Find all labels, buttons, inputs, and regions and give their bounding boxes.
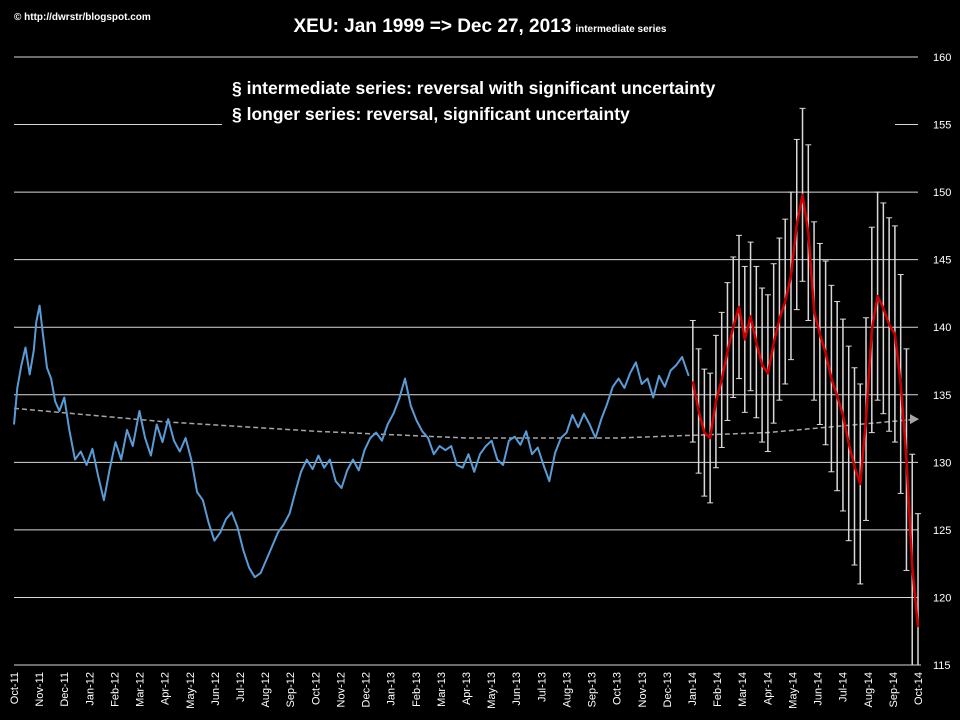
x-tick-label: Oct-14 [913, 672, 925, 705]
y-tick-label: 135 [933, 390, 951, 402]
x-tick-label: Jul-12 [235, 672, 247, 702]
chart-title: XEU: Jan 1999 => Dec 27, 2013 intermediat… [0, 16, 960, 38]
x-tick-label: Nov-12 [335, 672, 347, 707]
y-tick-label: 155 [933, 120, 951, 132]
forecast-line [691, 193, 920, 628]
x-tick-label: Jul-13 [536, 672, 548, 702]
x-tick-label: Aug-13 [561, 672, 573, 707]
x-tick-label: Jun-13 [511, 672, 523, 706]
x-tick-label: Jul-14 [838, 672, 850, 702]
x-tick-label: Feb-12 [109, 672, 121, 707]
trend-line [13, 407, 919, 439]
x-axis-tick-labels: Oct-11 Nov-11 Dec-11 Jan-12 Feb-12 Mar-12 Apr-… [9, 672, 925, 709]
x-tick-label: Jan-14 [687, 672, 699, 706]
x-tick-label: May-14 [787, 672, 799, 709]
y-tick-label: 130 [933, 457, 951, 469]
y-tick-label: 150 [933, 187, 951, 199]
chart-title-suffix: intermediate series [575, 24, 667, 35]
x-tick-label: Apr-12 [160, 672, 172, 705]
data-lines [13, 193, 920, 628]
x-tick-label: Mar-14 [737, 672, 749, 707]
x-tick-label: Apr-13 [461, 672, 473, 705]
x-tick-label: May-13 [486, 672, 498, 709]
x-tick-label: Jan-12 [84, 672, 96, 706]
y-tick-label: 125 [933, 525, 951, 537]
x-tick-label: Nov-11 [34, 672, 46, 707]
y-tick-label: 145 [933, 255, 951, 267]
x-tick-label: Jan-13 [386, 672, 398, 706]
x-tick-label: Dec-12 [361, 672, 373, 707]
chart-title-main: XEU: Jan 1999 => Dec 27, 2013 [293, 16, 572, 37]
x-tick-label: Oct-13 [612, 672, 624, 705]
x-tick-label: Dec-13 [662, 672, 674, 707]
trend-line-path [13, 407, 919, 439]
x-tick-label: Feb-14 [712, 672, 724, 707]
x-tick-label: Jun-12 [210, 672, 222, 706]
x-tick-label: Sep-14 [888, 672, 900, 707]
x-tick-label: Apr-14 [762, 672, 774, 705]
credit-text: © http://dwrstr/blogspot.com [14, 12, 151, 23]
y-tick-label: 120 [933, 592, 951, 604]
x-tick-label: Aug-12 [260, 672, 272, 707]
x-tick-label: Mar-12 [135, 672, 147, 707]
x-tick-label: Feb-13 [411, 672, 423, 707]
x-tick-label: May-12 [185, 672, 197, 709]
x-tick-label: Oct-12 [310, 672, 322, 705]
y-tick-label: 140 [933, 322, 951, 334]
x-tick-label: Jun-14 [813, 672, 825, 706]
y-tick-label: 115 [933, 660, 951, 672]
x-tick-label: Mar-13 [436, 672, 448, 707]
trend-arrowhead [910, 414, 919, 425]
history-line [13, 304, 690, 579]
x-tick-label: Sep-13 [587, 672, 599, 707]
annotation-intermediate: § intermediate series: reversal with sig… [232, 78, 716, 98]
annotation-longer: § longer series: reversal, significant u… [232, 104, 630, 124]
x-tick-label: Dec-11 [59, 672, 71, 707]
x-tick-label: Sep-12 [285, 672, 297, 707]
x-tick-label: Nov-13 [637, 672, 649, 707]
x-tick-label: Oct-11 [9, 672, 21, 704]
y-tick-label: 160 [933, 52, 951, 64]
y-axis-tick-labels: 115 120 125 130 135 140 145 150 155 160 [933, 52, 951, 672]
gridlines [14, 56, 918, 666]
x-tick-label: Aug-14 [863, 672, 875, 707]
